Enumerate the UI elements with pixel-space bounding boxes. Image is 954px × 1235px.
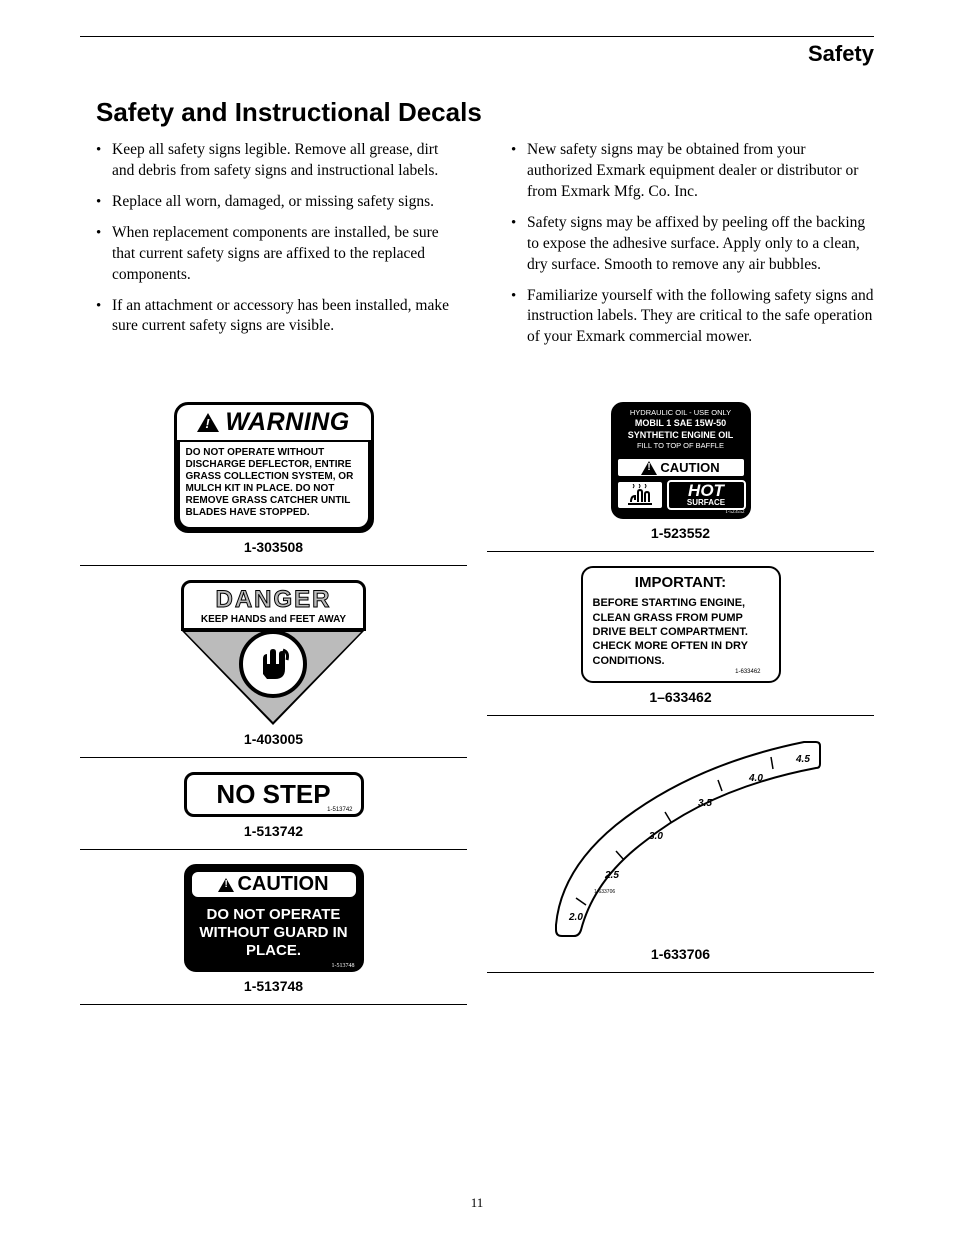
alert-triangle-icon xyxy=(197,413,219,432)
gauge-tick: 3.0 xyxy=(649,831,663,842)
part-number: 1–633462 xyxy=(649,689,711,705)
tiny-id: 1-633462 xyxy=(593,669,769,675)
list-item: Safety signs may be affixed by peeling o… xyxy=(527,213,874,276)
warning-body: DO NOT OPERATE WITHOUT DISCHARGE DEFLECT… xyxy=(180,442,368,527)
alert-triangle-icon xyxy=(218,878,234,892)
nostep-decal: NO STEP 1-513742 xyxy=(184,772,364,817)
list-item: New safety signs may be obtained from yo… xyxy=(527,140,874,203)
list-item: If an attachment or accessory has been i… xyxy=(112,296,459,338)
decal-left-column: WARNING DO NOT OPERATE WITHOUT DISCHARGE… xyxy=(80,388,467,1005)
divider xyxy=(80,1004,467,1005)
danger-title: DANGER xyxy=(184,586,363,614)
part-number: 1-523552 xyxy=(651,525,710,541)
warning-title: WARNING xyxy=(225,408,349,437)
list-item: Replace all worn, damaged, or missing sa… xyxy=(112,192,459,213)
surface-word: SURFACE xyxy=(669,498,744,507)
decal-caution-guard-cell: CAUTION DO NOT OPERATE WITHOUT GUARD IN … xyxy=(80,850,467,1004)
part-number: 1-513742 xyxy=(244,823,303,839)
main-heading: Safety and Instructional Decals xyxy=(96,97,874,128)
part-number: 1-633706 xyxy=(651,946,710,962)
right-column: New safety signs may be obtained from yo… xyxy=(495,140,874,358)
gauge-decal: 2.0 2.5 3.0 3.5 4.0 4.5 1-633706 xyxy=(536,730,826,940)
gauge-tick: 4.0 xyxy=(748,773,763,784)
warning-header: WARNING xyxy=(177,405,371,442)
list-item: When replacement components are installe… xyxy=(112,223,459,286)
decal-nostep-cell: NO STEP 1-513742 1-513742 xyxy=(80,758,467,849)
important-decal: IMPORTANT: BEFORE STARTING ENGINE, CLEAN… xyxy=(581,566,781,682)
right-bullet-list: New safety signs may be obtained from yo… xyxy=(495,140,874,348)
tiny-id: 1-633706 xyxy=(594,889,615,895)
hot-text: HOT SURFACE xyxy=(667,480,746,510)
hand-burn-icon xyxy=(616,480,664,510)
bullet-columns: Keep all safety signs legible. Remove al… xyxy=(80,140,874,358)
left-column: Keep all safety signs legible. Remove al… xyxy=(80,140,459,358)
caution-body: DO NOT OPERATE WITHOUT GUARD IN PLACE. xyxy=(187,902,361,966)
gauge-tick: 2.5 xyxy=(604,870,619,881)
decal-important-cell: IMPORTANT: BEFORE STARTING ENGINE, CLEAN… xyxy=(487,552,874,714)
header-rule xyxy=(80,36,874,37)
decal-right-column: HYDRAULIC OIL - USE ONLY MOBIL 1 SAE 15W… xyxy=(487,388,874,1005)
gauge-tick: 2.0 xyxy=(568,912,583,923)
caution-text: CAUTION xyxy=(660,460,719,475)
tiny-id: 1-523552 xyxy=(613,510,749,517)
hydraulic-line1: HYDRAULIC OIL - USE ONLY xyxy=(616,408,746,418)
divider xyxy=(487,972,874,973)
important-body: BEFORE STARTING ENGINE, CLEAN GRASS FROM… xyxy=(593,596,769,667)
hydraulic-top: HYDRAULIC OIL - USE ONLY MOBIL 1 SAE 15W… xyxy=(613,404,749,455)
alert-triangle-icon xyxy=(641,461,657,475)
section-header: Safety xyxy=(80,41,874,67)
hot-row: HOT SURFACE xyxy=(616,480,746,510)
part-number: 1-403005 xyxy=(244,731,303,747)
warning-decal: WARNING DO NOT OPERATE WITHOUT DISCHARGE… xyxy=(174,402,374,533)
gauge-tick: 4.5 xyxy=(795,754,810,765)
nostep-text: NO STEP xyxy=(187,779,361,810)
hot-word: HOT xyxy=(669,483,744,498)
left-bullet-list: Keep all safety signs legible. Remove al… xyxy=(80,140,459,337)
hydraulic-line2: MOBIL 1 SAE 15W-50 SYNTHETIC ENGINE OIL xyxy=(616,418,746,441)
hydraulic-decal: HYDRAULIC OIL - USE ONLY MOBIL 1 SAE 15W… xyxy=(611,402,751,519)
caution-guard-decal: CAUTION DO NOT OPERATE WITHOUT GUARD IN … xyxy=(184,864,364,972)
decal-hydraulic-cell: HYDRAULIC OIL - USE ONLY MOBIL 1 SAE 15W… xyxy=(487,388,874,551)
danger-top: DANGER KEEP HANDS and FEET AWAY xyxy=(181,580,366,631)
part-number: 1-513748 xyxy=(244,978,303,994)
decal-warning-cell: WARNING DO NOT OPERATE WITHOUT DISCHARGE… xyxy=(80,388,467,565)
hydraulic-line3: FILL TO TOP OF BAFFLE xyxy=(616,441,746,451)
danger-subtitle: KEEP HANDS and FEET AWAY xyxy=(184,614,363,625)
decal-grid: WARNING DO NOT OPERATE WITHOUT DISCHARGE… xyxy=(80,388,874,1005)
important-title: IMPORTANT: xyxy=(593,574,769,591)
tiny-id: 1-513748 xyxy=(187,963,361,969)
list-item: Keep all safety signs legible. Remove al… xyxy=(112,140,459,182)
caution-header: CAUTION xyxy=(190,870,358,899)
list-item: Familiarize yourself with the following … xyxy=(527,286,874,349)
danger-decal: DANGER KEEP HANDS and FEET AWAY xyxy=(181,580,366,725)
page-number: 11 xyxy=(0,1195,954,1211)
hydraulic-caution: CAUTION xyxy=(616,457,746,478)
hand-hazard-icon xyxy=(239,630,307,698)
caution-title: CAUTION xyxy=(237,873,328,896)
decal-gauge-cell: 2.0 2.5 3.0 3.5 4.0 4.5 1-633706 1-63370… xyxy=(487,716,874,972)
decal-danger-cell: DANGER KEEP HANDS and FEET AWAY 1-403005 xyxy=(80,566,467,757)
part-number: 1-303508 xyxy=(244,539,303,555)
gauge-tick: 3.5 xyxy=(698,798,712,809)
